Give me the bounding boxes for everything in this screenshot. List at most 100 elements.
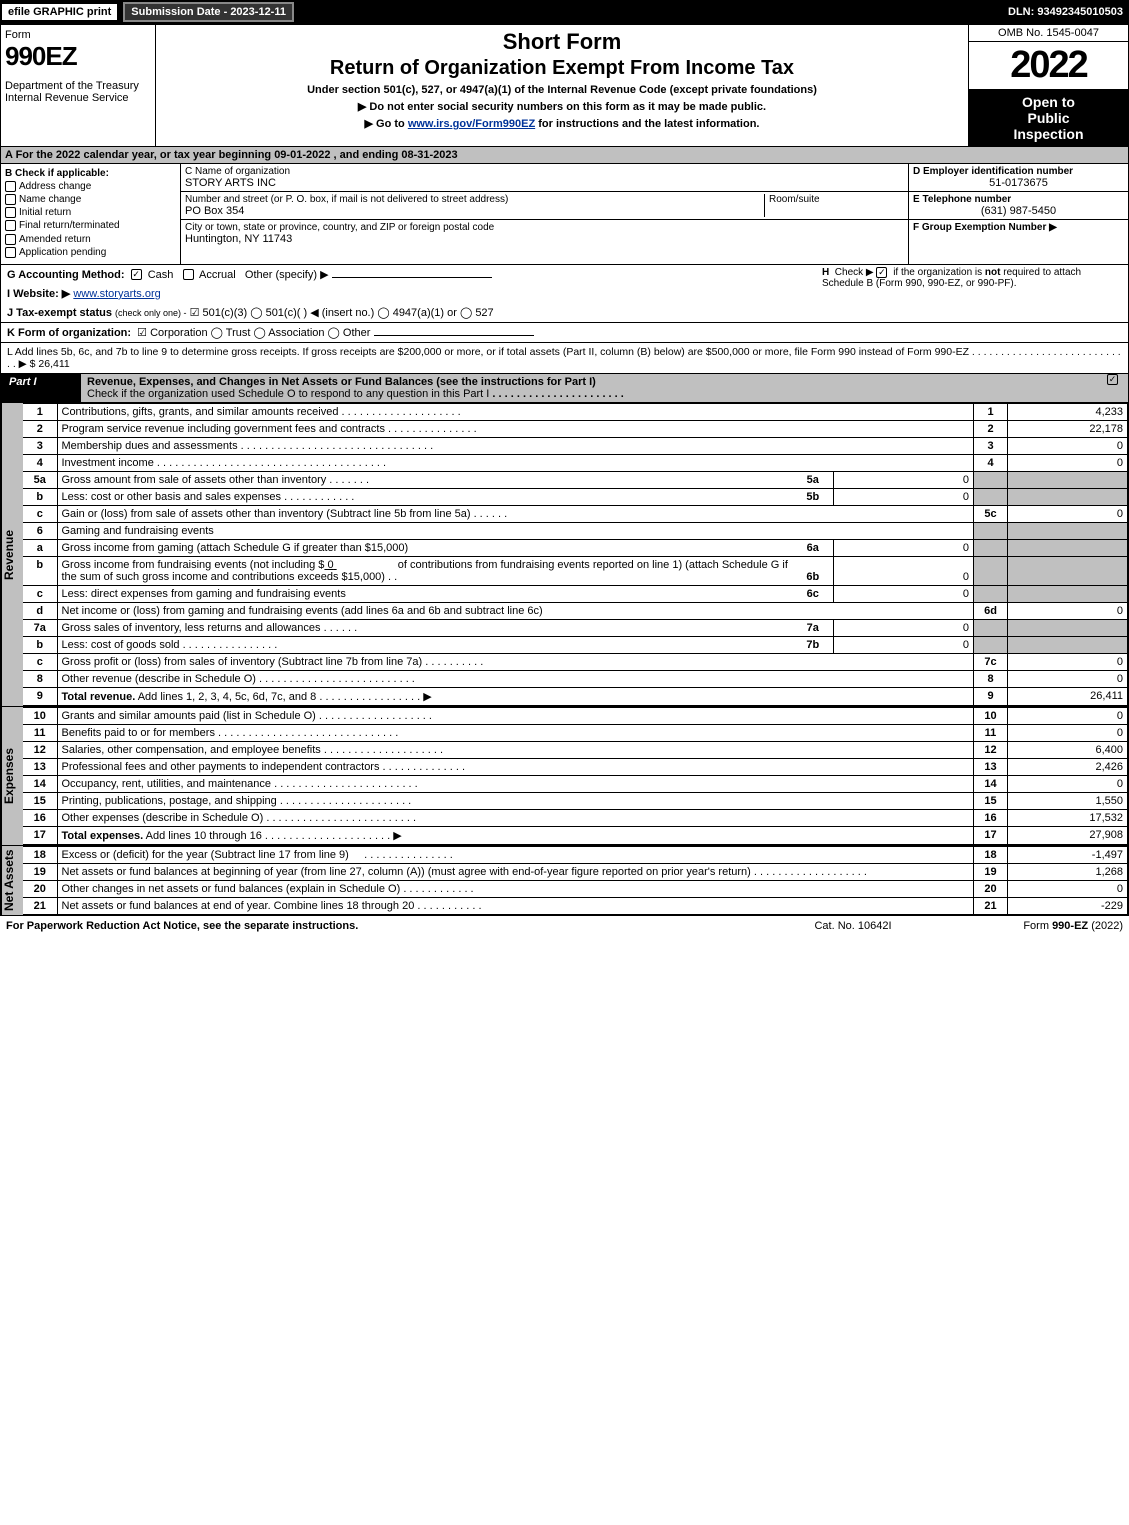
line-7c: cGross profit or (loss) from sales of in… xyxy=(23,653,1128,670)
chk-h[interactable]: ✓ xyxy=(876,267,887,278)
part-i-header: Part I Revenue, Expenses, and Changes in… xyxy=(0,373,1129,403)
revenue-table: 1Contributions, gifts, grants, and simil… xyxy=(23,403,1128,706)
block-bcdef: B Check if applicable: Address change Na… xyxy=(0,164,1129,265)
h-t1: Check ▶ xyxy=(835,267,874,278)
line-6c: cLess: direct expenses from gaming and f… xyxy=(23,585,1128,602)
h-label: H xyxy=(822,267,829,278)
footer-right: Form 990-EZ (2022) xyxy=(943,920,1123,932)
line-8: 8Other revenue (describe in Schedule O) … xyxy=(23,670,1128,687)
line-9: 9Total revenue. Add lines 1, 2, 3, 4, 5c… xyxy=(23,687,1128,705)
side-expenses: Expenses xyxy=(1,707,23,845)
side-revenue: Revenue xyxy=(1,403,23,706)
g-other-input[interactable] xyxy=(332,277,492,278)
goto-pre: ▶ Go to xyxy=(365,118,408,130)
f-label: F Group Exemption Number ▶ xyxy=(913,222,1124,233)
footer-center: Cat. No. 10642I xyxy=(763,920,943,932)
part-i-num: Part I xyxy=(1,374,81,402)
section-c: C Name of organization STORY ARTS INC Nu… xyxy=(181,164,908,264)
note-ssn: ▶ Do not enter social security numbers o… xyxy=(162,100,962,113)
phone-value: (631) 987-5450 xyxy=(913,205,1124,217)
g-accrual: Accrual xyxy=(199,269,236,281)
irs-link[interactable]: www.irs.gov/Form990EZ xyxy=(408,118,535,130)
revenue-section: Revenue 1Contributions, gifts, grants, a… xyxy=(0,403,1129,707)
org-city: Huntington, NY 11743 xyxy=(185,233,904,245)
chk-application-pending[interactable]: Application pending xyxy=(5,247,176,258)
chk-name-change[interactable]: Name change xyxy=(5,194,176,205)
side-net-assets: Net Assets xyxy=(1,846,23,915)
line-5c: cGain or (loss) from sale of assets othe… xyxy=(23,505,1128,522)
g-other: Other (specify) ▶ xyxy=(245,269,329,281)
h-not: not xyxy=(985,267,1001,278)
line-19: 19Net assets or fund balances at beginni… xyxy=(23,863,1128,880)
chk-amended-return[interactable]: Amended return xyxy=(5,234,176,245)
line-6b: bGross income from fundraising events (n… xyxy=(23,556,1128,585)
line-4: 4Investment income . . . . . . . . . . .… xyxy=(23,454,1128,471)
line-6a: aGross income from gaming (attach Schedu… xyxy=(23,539,1128,556)
goto-post: for instructions and the latest informat… xyxy=(535,118,759,130)
k-other-input[interactable] xyxy=(374,335,534,336)
chk-cash[interactable]: ✓ xyxy=(131,269,142,280)
chk-initial-return[interactable]: Initial return xyxy=(5,207,176,218)
subtitle: Under section 501(c), 527, or 4947(a)(1)… xyxy=(162,84,962,96)
line-5a: 5aGross amount from sale of assets other… xyxy=(23,471,1128,488)
b-header: B Check if applicable: xyxy=(5,168,176,179)
line-21: 21Net assets or fund balances at end of … xyxy=(23,897,1128,914)
chk-address-change[interactable]: Address change xyxy=(5,181,176,192)
line-11: 11Benefits paid to or for members . . . … xyxy=(23,724,1128,741)
line-6d: dNet income or (loss) from gaming and fu… xyxy=(23,602,1128,619)
section-def: D Employer identification number 51-0173… xyxy=(908,164,1128,264)
e-label: E Telephone number xyxy=(913,194,1124,205)
line-1: 1Contributions, gifts, grants, and simil… xyxy=(23,403,1128,420)
section-b: B Check if applicable: Address change Na… xyxy=(1,164,181,264)
line-3: 3Membership dues and assessments . . . .… xyxy=(23,437,1128,454)
net-assets-table: 18Excess or (deficit) for the year (Subt… xyxy=(23,846,1128,915)
website-link[interactable]: www.storyarts.org xyxy=(73,288,160,300)
part-i-checkbox[interactable]: ✓ xyxy=(1100,374,1128,402)
j-sub: (check only one) - xyxy=(115,308,187,318)
row-l: L Add lines 5b, 6c, and 7b to line 9 to … xyxy=(0,343,1129,373)
header-right: OMB No. 1545-0047 2022 Open to Public In… xyxy=(968,25,1128,146)
i-label: I Website: ▶ xyxy=(7,288,70,300)
header-center: Short Form Return of Organization Exempt… xyxy=(156,25,968,146)
g-cash: Cash xyxy=(148,269,174,281)
dept-label: Department of the Treasury Internal Reve… xyxy=(5,80,151,104)
line-5b: bLess: cost or other basis and sales exp… xyxy=(23,488,1128,505)
dln-label: DLN: 93492345010503 xyxy=(1008,6,1129,18)
title-return: Return of Organization Exempt From Incom… xyxy=(162,57,962,80)
line-16: 16Other expenses (describe in Schedule O… xyxy=(23,809,1128,826)
line-14: 14Occupancy, rent, utilities, and mainte… xyxy=(23,775,1128,792)
org-address: PO Box 354 xyxy=(185,205,764,217)
form-label: Form xyxy=(5,29,151,41)
line-7a: 7aGross sales of inventory, less returns… xyxy=(23,619,1128,636)
c-addr-label: Number and street (or P. O. box, if mail… xyxy=(185,194,764,205)
line-10: 10Grants and similar amounts paid (list … xyxy=(23,707,1128,724)
title-short-form: Short Form xyxy=(162,29,962,55)
line-17: 17Total expenses. Add lines 10 through 1… xyxy=(23,826,1128,844)
chk-accrual[interactable] xyxy=(183,269,194,280)
c-city-label: City or town, state or province, country… xyxy=(185,222,904,233)
expenses-section: Expenses 10Grants and similar amounts pa… xyxy=(0,707,1129,846)
line-20: 20Other changes in net assets or fund ba… xyxy=(23,880,1128,897)
ein-value: 51-0173675 xyxy=(913,177,1124,189)
page-footer: For Paperwork Reduction Act Notice, see … xyxy=(0,916,1129,936)
part-i-check-line: Check if the organization used Schedule … xyxy=(87,388,489,400)
k-label: K Form of organization: xyxy=(7,327,131,339)
row-k: K Form of organization: ☑ Corporation ◯ … xyxy=(0,323,1129,343)
h-t2: if the organization is xyxy=(893,267,985,278)
line-15: 15Printing, publications, postage, and s… xyxy=(23,792,1128,809)
form-number: 990EZ xyxy=(5,41,151,72)
org-name: STORY ARTS INC xyxy=(185,177,904,189)
room-label: Room/suite xyxy=(769,194,904,205)
line-18: 18Excess or (deficit) for the year (Subt… xyxy=(23,846,1128,863)
open-public-inspection: Open to Public Inspection xyxy=(969,90,1128,146)
chk-final-return[interactable]: Final return/terminated xyxy=(5,220,176,231)
c-name-label: C Name of organization xyxy=(185,166,904,177)
line-13: 13Professional fees and other payments t… xyxy=(23,758,1128,775)
header-left: Form 990EZ Department of the Treasury In… xyxy=(1,25,156,146)
g-label: G Accounting Method: xyxy=(7,269,125,281)
submission-date-button[interactable]: Submission Date - 2023-12-11 xyxy=(123,2,294,22)
l-value: ▶ $ 26,411 xyxy=(19,358,70,370)
tax-year: 2022 xyxy=(969,42,1128,90)
l-text: L Add lines 5b, 6c, and 7b to line 9 to … xyxy=(7,346,969,358)
efile-print-button[interactable]: efile GRAPHIC print xyxy=(0,2,119,22)
